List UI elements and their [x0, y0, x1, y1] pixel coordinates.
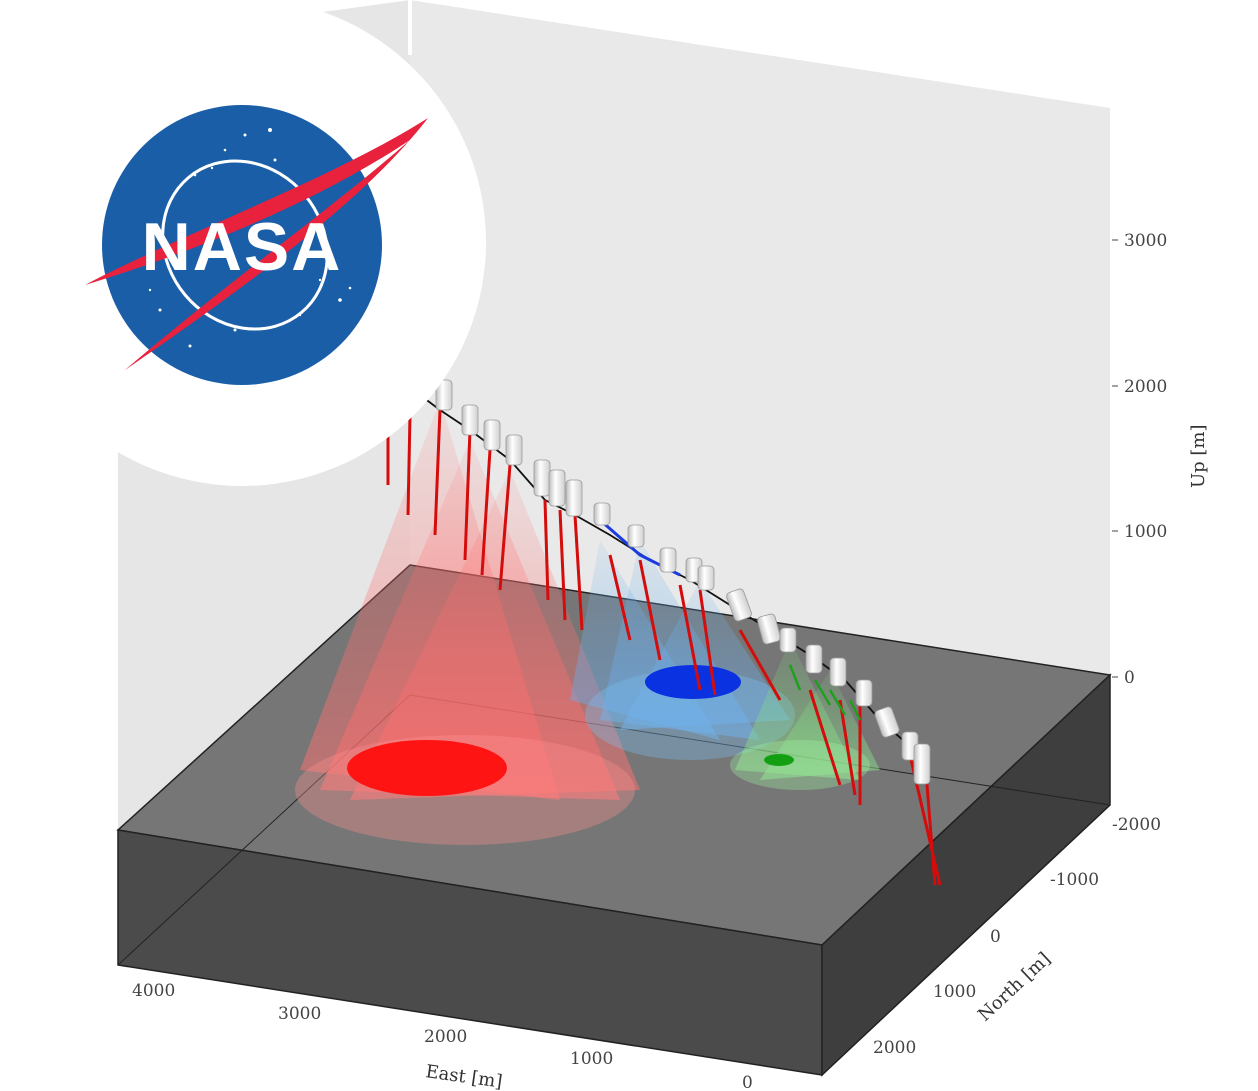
north-tick-label: 2000: [873, 1038, 916, 1058]
north-tick-label: 1000: [933, 982, 976, 1002]
east-tick-label: 2000: [424, 1027, 467, 1047]
east-tick-label: 4000: [132, 981, 175, 1001]
north-tick-label: -1000: [1050, 870, 1099, 890]
east-tick-label: 0: [742, 1073, 753, 1091]
east-tick-label: 3000: [278, 1004, 321, 1024]
green-arrows: [788, 664, 862, 721]
nasa-meatball-logo: NASA: [85, 105, 428, 385]
nasa-wordmark: NASA: [142, 209, 343, 285]
north-axis-label: North [m]: [974, 948, 1055, 1025]
red-series-cones: [295, 400, 640, 845]
blue-series-cones: [570, 540, 795, 760]
up-tick-label: 3000: [1124, 231, 1167, 251]
east-axis-label: East [m]: [424, 1061, 503, 1091]
red-target-footprint: [347, 740, 507, 796]
north-tick-label: 0: [990, 927, 1001, 947]
green-target-footprint: [764, 754, 794, 766]
north-tick-label: -2000: [1112, 815, 1161, 835]
up-axis: 3000 2000 1000 0 Up [m]: [1112, 231, 1209, 688]
east-tick-label: 1000: [570, 1049, 613, 1069]
up-tick-label: 1000: [1124, 522, 1167, 542]
descent-canisters: [435, 379, 931, 785]
back-wall-panel: [410, 0, 1110, 675]
up-axis-label: Up [m]: [1188, 424, 1209, 488]
up-tick-label: 0: [1124, 668, 1135, 688]
up-tick-label: 2000: [1124, 377, 1167, 397]
blue-target-footprint: [645, 665, 741, 699]
red-arrows: [386, 409, 942, 886]
